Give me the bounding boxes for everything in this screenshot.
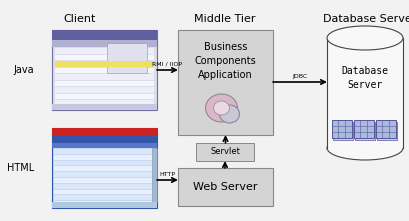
Text: Servlet: Servlet: [209, 147, 239, 156]
Text: HTTP: HTTP: [159, 172, 175, 177]
Bar: [55, 74, 154, 80]
Ellipse shape: [219, 105, 239, 123]
Ellipse shape: [205, 94, 237, 122]
Text: Web Server: Web Server: [193, 182, 257, 192]
Ellipse shape: [213, 101, 229, 115]
Bar: [54, 195, 155, 200]
Bar: [331, 120, 351, 138]
Bar: [54, 178, 155, 183]
Bar: [55, 61, 154, 67]
Text: HTML: HTML: [7, 163, 34, 173]
Bar: [354, 122, 374, 140]
Text: Business
Components
Application: Business Components Application: [194, 42, 256, 80]
Text: Java: Java: [13, 65, 34, 75]
Text: Client: Client: [64, 14, 96, 24]
Bar: [55, 93, 154, 99]
Bar: [178, 30, 272, 135]
Bar: [52, 30, 157, 40]
Bar: [54, 166, 155, 171]
Text: RMI / IIOP: RMI / IIOP: [152, 62, 182, 67]
Ellipse shape: [326, 26, 402, 50]
Bar: [152, 148, 157, 202]
Bar: [196, 143, 254, 161]
Bar: [55, 80, 154, 86]
Bar: [54, 172, 155, 177]
Bar: [54, 190, 155, 194]
Bar: [55, 87, 154, 93]
Bar: [353, 120, 373, 138]
Bar: [52, 128, 157, 136]
Bar: [55, 48, 154, 53]
Text: Database Server: Database Server: [323, 14, 409, 24]
Bar: [54, 161, 155, 165]
Bar: [376, 122, 396, 140]
Bar: [52, 136, 157, 143]
Bar: [52, 104, 157, 110]
Text: JDBC: JDBC: [292, 74, 307, 79]
Bar: [326, 38, 402, 148]
Bar: [52, 202, 157, 208]
Bar: [107, 43, 147, 73]
Text: Middle Tier: Middle Tier: [194, 14, 255, 24]
Bar: [54, 155, 155, 160]
Bar: [332, 122, 352, 140]
Bar: [375, 120, 395, 138]
Bar: [178, 168, 272, 206]
Bar: [52, 128, 157, 208]
Bar: [55, 67, 154, 73]
Bar: [55, 55, 154, 60]
Bar: [54, 201, 155, 206]
Bar: [54, 184, 155, 189]
Bar: [54, 149, 155, 154]
Bar: [55, 61, 154, 67]
Text: Database
Server: Database Server: [341, 66, 388, 90]
Ellipse shape: [326, 136, 402, 160]
Bar: [52, 143, 157, 148]
Bar: [52, 30, 157, 110]
Bar: [52, 40, 157, 47]
Bar: [55, 100, 154, 105]
